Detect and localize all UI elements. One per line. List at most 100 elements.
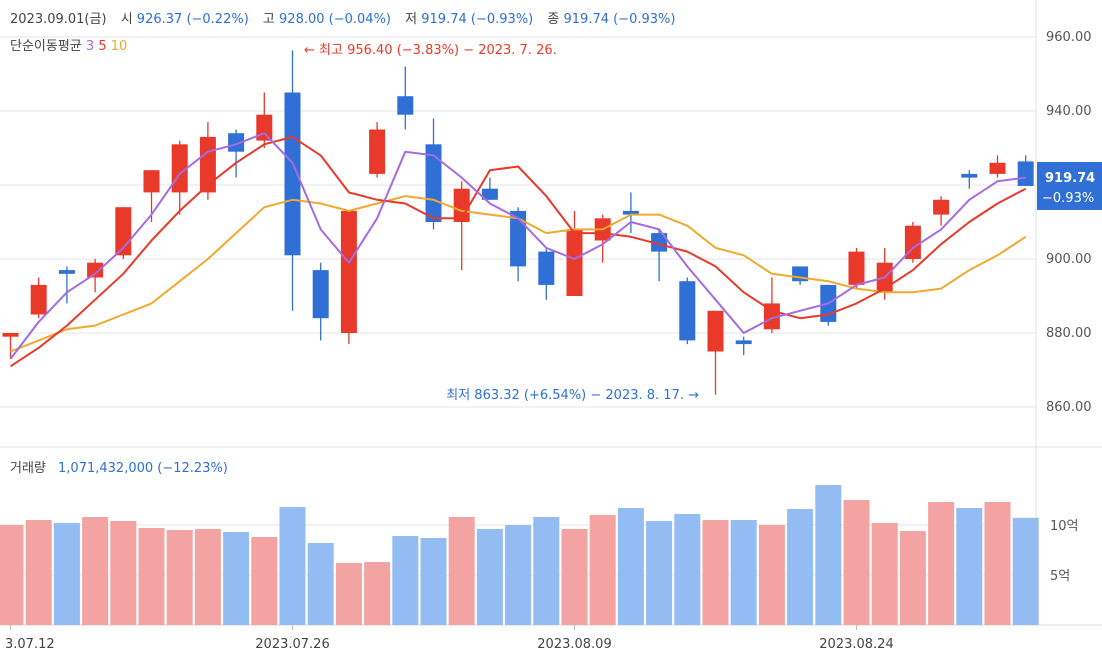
price-tick-label: 900.00 (1046, 252, 1092, 267)
volume-bar (194, 529, 221, 625)
volume-bar (82, 517, 109, 625)
candle-body (933, 199, 950, 215)
candle-body (58, 270, 75, 274)
close-value: 919.74 (563, 12, 610, 27)
candle-body (369, 129, 386, 174)
volume-bar (843, 500, 870, 625)
volume-bar (956, 508, 983, 625)
high-change: (−0.04%) (328, 12, 392, 27)
close-change: (−0.93%) (613, 12, 676, 27)
candle-body (989, 162, 1006, 174)
volume-legend: 거래량 1,071,432,000 (−12.23%) (10, 457, 228, 476)
candle-body (848, 251, 865, 285)
candle-body (538, 251, 555, 285)
volume-bar (815, 485, 842, 625)
candle-body (763, 303, 780, 330)
ma3-period: 3 (85, 39, 95, 54)
candle-body (510, 210, 527, 267)
candle-body (622, 210, 639, 215)
candle-body (735, 340, 752, 345)
volume-bar (476, 529, 503, 625)
volume-bar (335, 563, 362, 625)
volume-bar (617, 508, 644, 625)
ma-legend: 단순이동평균 3 5 10 (10, 35, 127, 54)
candle-body (143, 170, 160, 193)
candle-body (340, 210, 357, 333)
open-value: 926.37 (136, 12, 183, 27)
xtick-label: 2023.08.09 (537, 637, 611, 652)
volume-bar (561, 529, 588, 625)
xtick-label: 3.07.12 (5, 637, 55, 652)
candle-body (566, 229, 583, 296)
volume-bar (166, 530, 193, 625)
candle-body (228, 133, 245, 152)
candle-body (453, 188, 470, 222)
high-label: 고 (262, 12, 275, 27)
xtick-label: 2023.07.26 (255, 637, 329, 652)
candle-body (679, 281, 696, 341)
volume-bar (758, 525, 785, 625)
xtick-label: 2023.08.24 (819, 637, 893, 652)
volume-bar (448, 517, 475, 625)
candle-body (284, 92, 301, 256)
candle-body (961, 173, 978, 178)
volume-value: 1,071,432,000 (−12.23%) (58, 461, 228, 476)
candle-body (481, 188, 498, 200)
low-value: 919.74 (421, 12, 467, 27)
candle-body (425, 144, 442, 222)
high-annotation: ← 최고 956.40 (−3.83%) − 2023. 7. 26. (304, 43, 557, 58)
volume-bar (589, 515, 616, 625)
candle-body (651, 233, 668, 252)
price-tick-label: 860.00 (1046, 400, 1092, 415)
ma5-period: 5 (98, 39, 107, 54)
ma5-line (9, 135, 1027, 368)
volume-bar (533, 517, 560, 625)
low-change: (−0.93%) (470, 12, 534, 27)
volume-tick-label: 5억 (1050, 569, 1070, 584)
volume-bar (928, 502, 955, 625)
volume-bar (1012, 517, 1039, 625)
price-tick-label: 940.00 (1046, 104, 1092, 119)
open-label: 시 (120, 12, 133, 27)
volume-bar (53, 523, 80, 625)
volume-bar (674, 514, 701, 625)
ma-legend-label: 단순이동평균 (10, 39, 82, 54)
volume-bar (984, 502, 1011, 625)
volume-bar (392, 536, 419, 625)
price-tick-label: 880.00 (1046, 326, 1092, 341)
volume-bar (138, 528, 165, 625)
candle-body (87, 262, 104, 278)
volume-bar (364, 562, 391, 625)
high-value: 928.00 (279, 12, 325, 27)
volume-bar (505, 525, 532, 625)
ma3-line (9, 132, 1026, 360)
volume-bar (787, 509, 814, 625)
volume-bar (279, 507, 306, 625)
candle-body (256, 114, 273, 141)
volume-bar (25, 520, 52, 625)
low-annotation: 최저 863.32 (+6.54%) − 2023. 8. 17. → (446, 388, 699, 403)
volume-bar (871, 523, 898, 625)
candle-body (312, 270, 329, 319)
price-badge (1037, 161, 1102, 210)
volume-bar (899, 531, 926, 625)
low-label: 저 (405, 12, 418, 27)
volume-bar (110, 521, 137, 625)
candle-body (1017, 161, 1034, 186)
candle-body (397, 96, 414, 115)
volume-bar (223, 532, 250, 625)
volume-bar (420, 538, 447, 625)
volume-bar (646, 521, 673, 625)
volume-tick-label: 10억 (1050, 519, 1079, 534)
volume-bar (702, 520, 729, 625)
price-tick-label: 960.00 (1046, 30, 1092, 45)
candle-body (707, 310, 724, 352)
volume-bar (730, 520, 757, 625)
candle-body (30, 284, 47, 315)
volume-bar (307, 543, 334, 625)
volume-label: 거래량 (10, 461, 46, 476)
volume-bar (0, 525, 24, 625)
candle-body (2, 333, 19, 337)
